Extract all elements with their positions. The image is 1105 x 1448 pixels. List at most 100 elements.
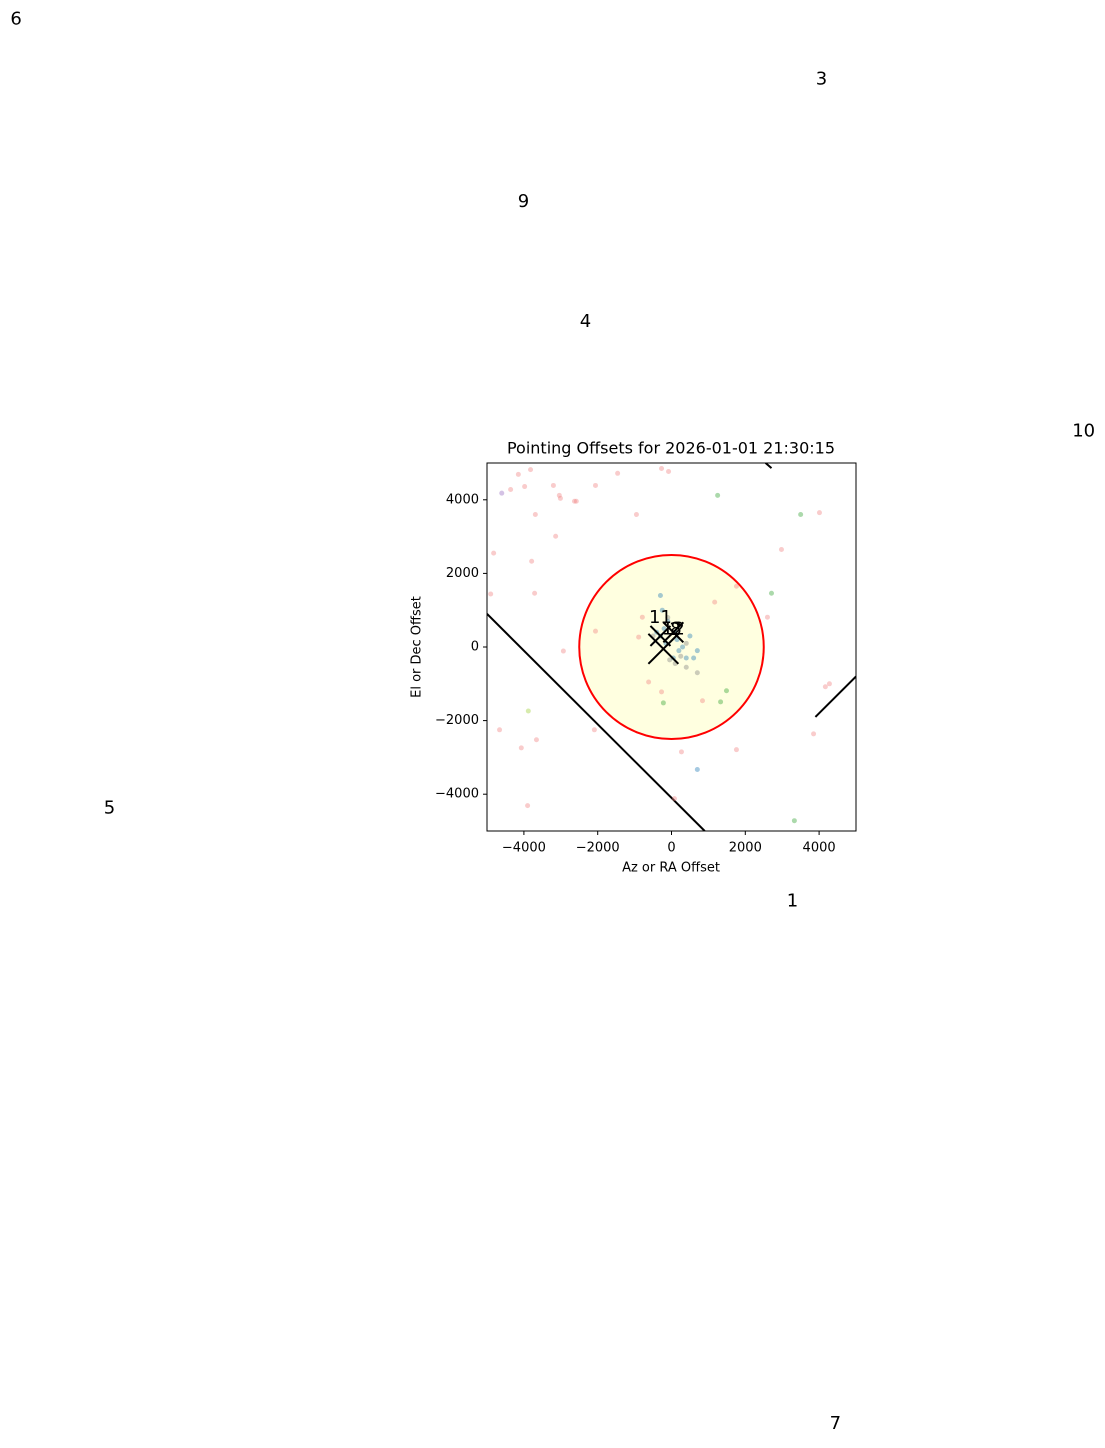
point	[680, 644, 686, 650]
line	[814, 675, 856, 718]
point	[522, 484, 528, 490]
point	[678, 749, 684, 755]
point	[518, 745, 524, 751]
annotation: 9	[518, 191, 529, 212]
point	[591, 727, 597, 733]
y-axis-label: El or Dec Offset	[410, 596, 425, 698]
point	[816, 510, 822, 516]
point	[659, 466, 665, 472]
x-tick-label: 4000	[803, 841, 836, 856]
plot-area	[487, 463, 856, 831]
chart-title: Pointing Offsets for 2026-01-01 21:30:15	[507, 439, 835, 458]
point	[798, 512, 804, 518]
point	[499, 490, 505, 496]
point	[488, 591, 494, 597]
point	[532, 590, 538, 596]
point	[764, 614, 770, 620]
point	[660, 700, 666, 706]
point	[687, 633, 693, 639]
x-axis-label: Az or RA Offset	[622, 861, 720, 876]
point	[676, 648, 682, 654]
point	[525, 803, 531, 809]
point	[694, 670, 700, 676]
annotation: 2	[669, 619, 680, 640]
annotation: 12	[662, 618, 685, 639]
point	[778, 546, 784, 552]
point	[525, 708, 531, 714]
point	[553, 533, 559, 539]
point	[712, 599, 718, 605]
x-tick-label: −2000	[576, 841, 620, 856]
point	[683, 640, 689, 646]
annotation: 3	[816, 69, 827, 90]
annotation: 6	[10, 9, 21, 30]
point	[491, 550, 497, 556]
point	[715, 492, 721, 498]
point	[646, 679, 652, 685]
point	[718, 699, 724, 705]
point	[683, 664, 689, 670]
point	[691, 655, 697, 661]
point	[699, 698, 705, 704]
point	[515, 471, 521, 477]
point	[694, 767, 700, 773]
annotation: 11	[649, 607, 672, 628]
annotation: 1	[787, 890, 798, 911]
annotation: 7	[830, 1413, 841, 1434]
annotation: 8	[670, 619, 681, 640]
x-tick-label: −4000	[502, 841, 546, 856]
tolerance-circle	[578, 554, 765, 740]
x-tick-label: 0	[667, 841, 675, 856]
line	[764, 463, 773, 469]
line	[487, 613, 706, 831]
point	[811, 731, 817, 737]
point	[822, 684, 828, 690]
annotation: 5	[104, 798, 115, 819]
point	[592, 482, 598, 488]
y-tick-label: 0	[471, 640, 479, 655]
point	[659, 607, 665, 613]
point	[768, 590, 774, 596]
point	[533, 737, 539, 743]
x-marker	[649, 625, 672, 647]
point	[556, 492, 562, 498]
point	[592, 628, 598, 634]
point	[633, 512, 639, 518]
y-tick-label: −2000	[435, 713, 479, 728]
annotation: 10	[1072, 421, 1095, 442]
point	[508, 486, 514, 492]
point	[528, 467, 534, 473]
y-tick-label: 2000	[446, 566, 479, 581]
point	[683, 655, 689, 661]
point	[639, 614, 645, 620]
point	[550, 482, 556, 488]
y-tick-label: −4000	[435, 787, 479, 802]
point	[826, 681, 832, 687]
point	[560, 648, 566, 654]
point	[497, 727, 503, 733]
point	[678, 653, 684, 659]
point	[671, 796, 677, 802]
point	[636, 634, 642, 640]
point	[733, 747, 739, 753]
point	[665, 618, 671, 624]
point	[791, 818, 797, 824]
point	[723, 688, 729, 694]
point	[665, 615, 671, 621]
annotation: 4	[580, 311, 591, 332]
point	[733, 583, 739, 589]
point	[571, 498, 577, 504]
point	[557, 495, 563, 501]
x-marker	[647, 633, 680, 665]
x-tick-label: 2000	[729, 841, 762, 856]
point	[615, 470, 621, 476]
point	[659, 689, 665, 695]
point	[694, 648, 700, 654]
point	[657, 592, 663, 598]
point	[573, 498, 579, 504]
x-marker	[662, 621, 685, 643]
point	[666, 468, 672, 474]
point	[532, 512, 538, 518]
point	[529, 558, 535, 564]
